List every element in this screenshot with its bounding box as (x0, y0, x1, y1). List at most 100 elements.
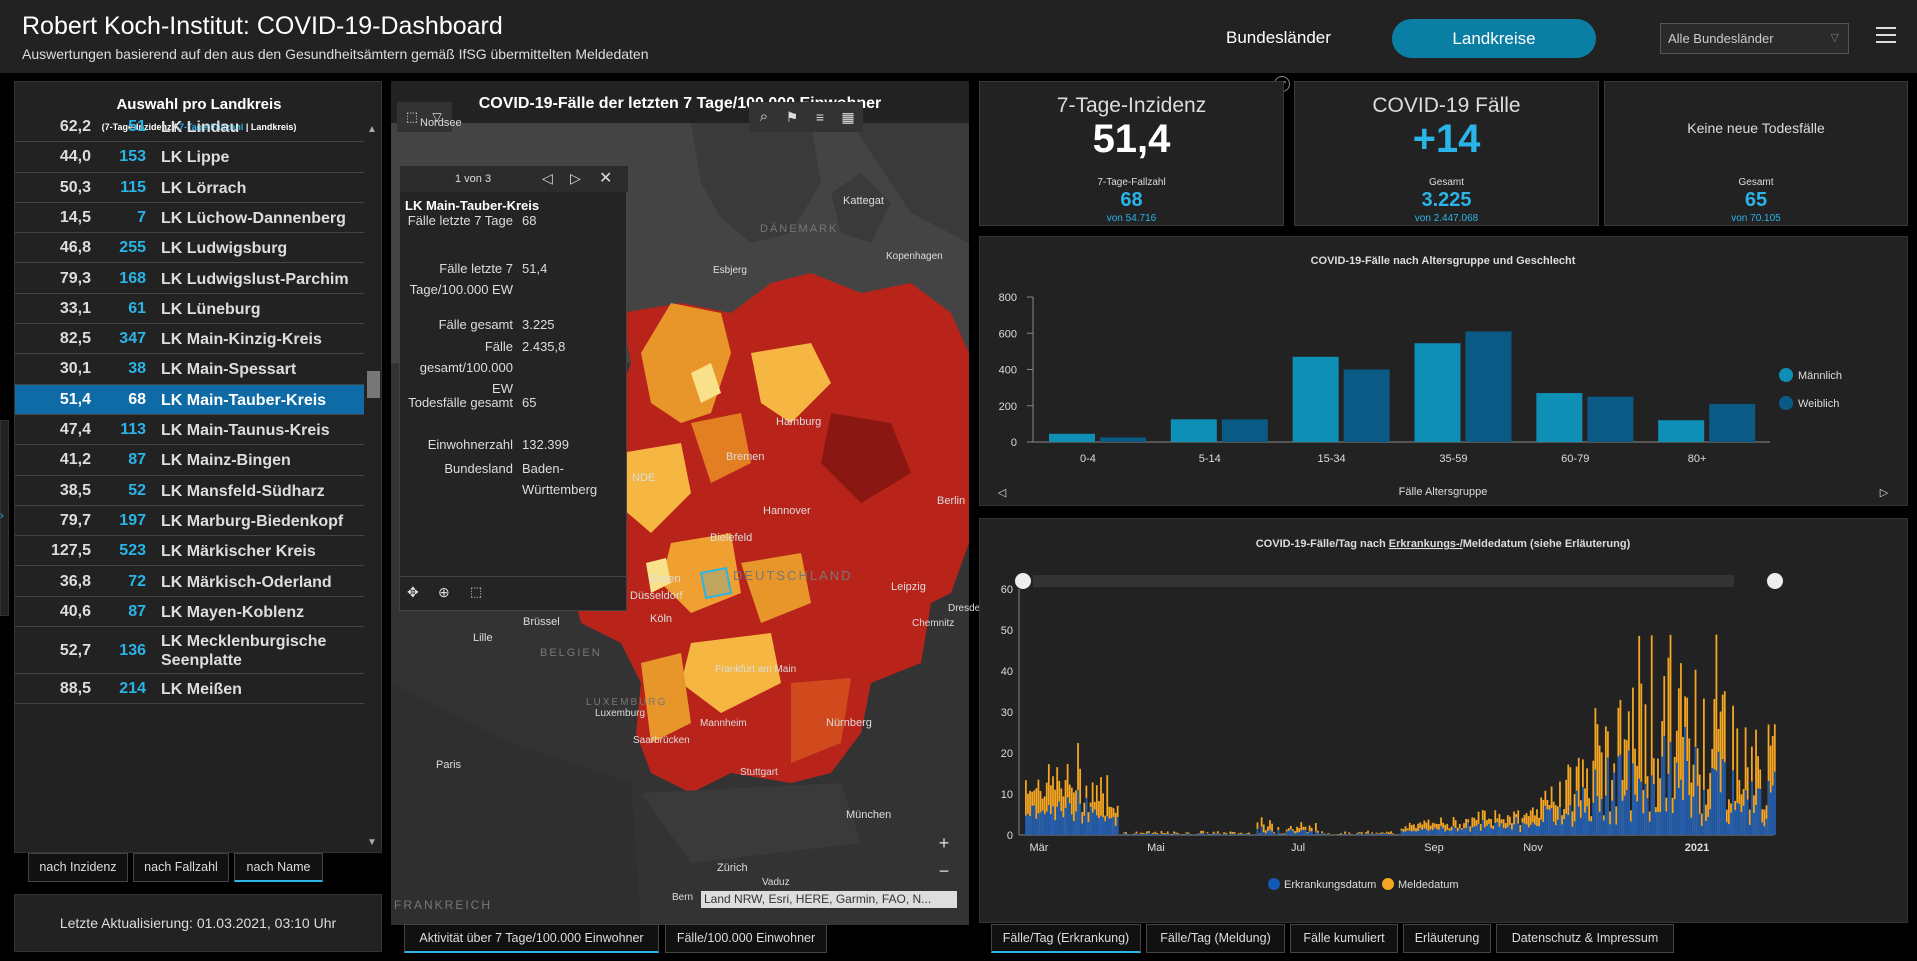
zoom-out-button[interactable]: − (929, 856, 959, 886)
close-icon[interactable]: ✕ (599, 170, 613, 187)
age-bar-männlich[interactable] (1658, 420, 1705, 442)
landkreis-row[interactable]: 52,7 136 LK Mecklenburgische Seenplatte (15, 627, 364, 675)
age-bar-männlich[interactable] (1536, 393, 1583, 442)
age-bar-weiblich[interactable] (1100, 437, 1146, 442)
sort-tab-inzidenz[interactable]: nach Inzidenz (28, 853, 128, 882)
landkreis-row[interactable]: 46,8 255 LK Ludwigsburg (15, 233, 364, 264)
age-bar-männlich[interactable] (1414, 343, 1461, 442)
map-tab-cases-per-100k[interactable]: Fälle/100.000 Einwohner (665, 924, 827, 953)
daily-bar-erkrankung (1542, 822, 1545, 835)
daily-bar-meldedatum (1239, 832, 1242, 835)
list-scrollbar-thumb[interactable] (367, 371, 380, 398)
landkreis-row[interactable]: 40,6 87 LK Mayen-Koblenz (15, 597, 364, 628)
daily-bar-meldedatum (1517, 810, 1520, 835)
time-slider-handle-left[interactable] (1015, 573, 1031, 589)
basemap-gallery-icon[interactable]: ▦ (833, 102, 863, 132)
age-bar-weiblich[interactable] (1709, 403, 1756, 442)
bottom-tab[interactable]: Erläuterung (1403, 924, 1491, 953)
daily-bar-erkrankung (1730, 812, 1732, 835)
landkreise-button[interactable]: Landkreise (1392, 19, 1596, 58)
list-scrollbar[interactable] (365, 132, 382, 852)
landkreis-row[interactable]: 47,4 113 LK Main-Taunus-Kreis (15, 415, 364, 446)
time-slider-handle-right[interactable] (1767, 573, 1783, 589)
daily-bar-erkrankung (1306, 832, 1309, 835)
next-icon[interactable]: ▷ (570, 170, 581, 186)
daily-bar-meldedatum (1425, 822, 1428, 835)
bundeslaender-button[interactable]: Bundesländer (1226, 28, 1331, 47)
landkreis-row[interactable]: 62,2 51 LK Lindau (15, 112, 364, 143)
search-icon[interactable]: ⌕ (749, 102, 779, 132)
daily-bar-meldedatum (1314, 823, 1317, 835)
previous-icon[interactable]: ◁ (542, 170, 553, 186)
landkreis-row[interactable]: 50,3 115 LK Lörrach (15, 173, 364, 203)
landkreis-row[interactable]: 127,5 523 LK Märkischer Kreis (15, 536, 364, 567)
zoom-to-icon[interactable]: ⊕ (438, 584, 450, 600)
daily-bar-erkrankung (1531, 822, 1534, 835)
zoom-in-button[interactable]: + (929, 828, 959, 858)
map-tab-activity[interactable]: Aktivität über 7 Tage/100.000 Einwohner (404, 924, 659, 953)
daily-bar-erkrankung (1219, 834, 1221, 835)
landkreis-row[interactable]: 38,5 52 LK Mansfeld-Südharz (15, 476, 364, 506)
chart-prev-icon[interactable]: ◁ (998, 487, 1007, 499)
age-bar-männlich[interactable] (1170, 419, 1217, 442)
age-bar-männlich[interactable] (1292, 356, 1339, 442)
landkreis-row[interactable]: 41,2 87 LK Mainz-Bingen (15, 445, 364, 476)
daily-bar-erkrankung (1100, 815, 1102, 835)
list-icon[interactable]: ≡ (805, 102, 835, 132)
age-bar-männlich[interactable] (1049, 433, 1095, 442)
dropdown-chevron-icon[interactable]: ▽ (422, 102, 452, 132)
daily-bar-erkrankung (1594, 769, 1597, 835)
landkreis-row[interactable]: 88,5 214 LK Meißen (15, 674, 364, 705)
side-collapse-handle[interactable] (0, 420, 9, 616)
landkreis-row[interactable]: 82,5 347 LK Main-Kinzig-Kreis (15, 324, 364, 355)
daily-bar-erkrankung (1613, 772, 1616, 835)
landkreis-row[interactable]: 33,1 61 LK Lüneburg (15, 294, 364, 325)
landkreis-row[interactable]: 79,7 197 LK Marburg-Biedenkopf (15, 506, 364, 537)
select-feature-icon[interactable]: ⬚ (470, 584, 483, 599)
bottom-tab[interactable]: Fälle/Tag (Meldung) (1146, 924, 1285, 953)
time-slider-track[interactable] (1033, 575, 1734, 587)
sort-tab-name[interactable]: nach Name (234, 853, 323, 882)
daily-bar-erkrankung (1173, 833, 1175, 835)
bundesland-select[interactable]: Alle Bundesländer ▽ (1660, 23, 1849, 54)
pan-icon[interactable]: ✥ (407, 584, 419, 600)
daily-bar-erkrankung (1298, 832, 1301, 835)
landkreis-row[interactable]: 14,5 7 LK Lüchow-Dannenberg (15, 203, 364, 234)
sort-tab-fallzahl[interactable]: nach Fallzahl (133, 853, 229, 882)
daily-bar-meldedatum (1125, 832, 1127, 835)
scroll-up-icon[interactable]: ▲ (367, 124, 377, 135)
landkreis-row[interactable]: 30,1 38 LK Main-Spessart (15, 354, 364, 385)
age-bar-weiblich[interactable] (1221, 419, 1268, 442)
age-bar-weiblich[interactable] (1465, 331, 1512, 442)
bottom-tab[interactable]: Fälle/Tag (Erkrankung) (991, 924, 1141, 953)
scroll-down-icon[interactable]: ▼ (367, 837, 377, 848)
daily-bar-erkrankung (1095, 815, 1098, 835)
landkreis-row[interactable]: 36,8 72 LK Märkisch-Oderland (15, 567, 364, 597)
bottom-tab[interactable]: Datenschutz & Impressum (1496, 924, 1674, 953)
daily-bar-meldedatum (1444, 824, 1447, 835)
bookmark-icon[interactable]: ⚑ (777, 102, 807, 132)
hamburger-menu-icon[interactable] (1876, 27, 1896, 45)
chart-next-icon[interactable]: ▷ (1880, 487, 1889, 499)
age-bar-weiblich[interactable] (1587, 396, 1634, 442)
bottom-tab[interactable]: Fälle kumuliert (1290, 924, 1398, 953)
landkreis-row[interactable]: 44,0 153 LK Lippe (15, 142, 364, 173)
daily-bar-meldedatum (1638, 635, 1641, 835)
kpi-deaths-sub-of: von 70.105 (1731, 213, 1781, 224)
daily-bar-meldedatum (1767, 724, 1770, 835)
landkreis-row[interactable]: 51,4 68 LK Main-Tauber-Kreis (15, 384, 364, 415)
daily-bar-erkrankung (1657, 812, 1659, 835)
daily-bar-erkrankung (1200, 833, 1203, 835)
age-bar-weiblich[interactable] (1343, 369, 1390, 443)
daily-bar-meldedatum (1700, 813, 1703, 835)
landkreis-row[interactable]: 79,3 168 LK Ludwigslust-Parchim (15, 264, 364, 294)
daily-bar-meldedatum (1225, 832, 1228, 835)
daily-bar-erkrankung (1569, 805, 1572, 835)
row-incidence: 88,5 (59, 680, 91, 698)
popup-field-label: Einwohnerzahl (427, 437, 513, 452)
row-incidence: 62,2 (59, 118, 91, 135)
expand-arrow-icon[interactable]: › (0, 510, 4, 522)
daily-bar-meldedatum (1100, 777, 1102, 835)
map-panel[interactable]: COVID-19-Fälle der letzten 7 Tage/100.00… (391, 81, 969, 925)
daily-bar-meldedatum (1344, 831, 1346, 835)
